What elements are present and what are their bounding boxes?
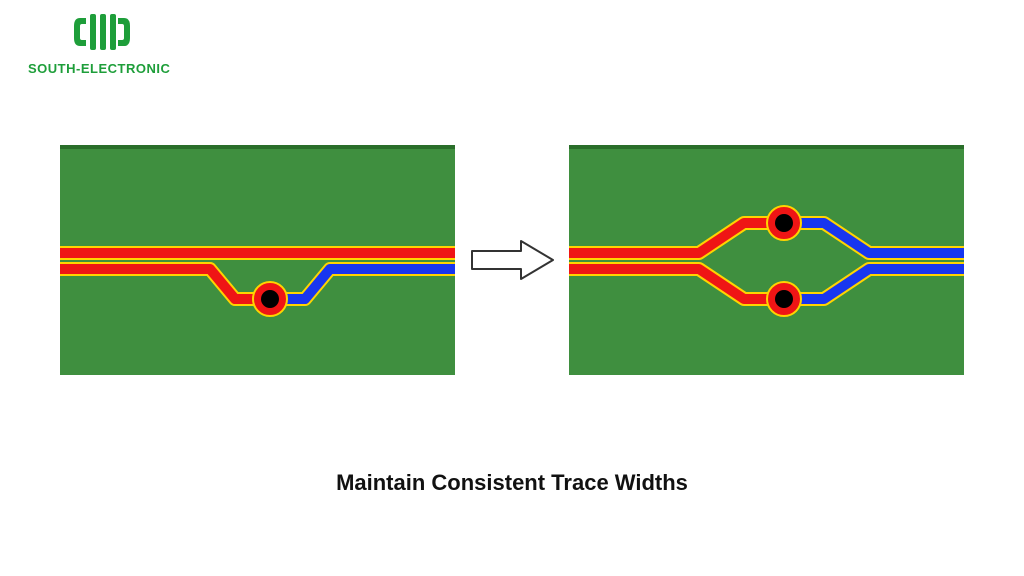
brand-logo: SOUTH-ELECTRONIC [28,8,170,76]
logo-icon [62,8,136,56]
board-right [569,145,964,380]
board-left [60,145,455,380]
arrow-wrap [470,235,555,290]
diagram-caption: Maintain Consistent Trace Widths [0,470,1024,496]
diagram-row [60,145,964,380]
page: SOUTH-ELECTRONIC Maintain Consistent Tra… [0,0,1024,576]
brand-text: SOUTH-ELECTRONIC [28,61,170,76]
arrow-icon [470,235,555,285]
board-left-svg [60,145,455,375]
board-right-svg [569,145,964,375]
